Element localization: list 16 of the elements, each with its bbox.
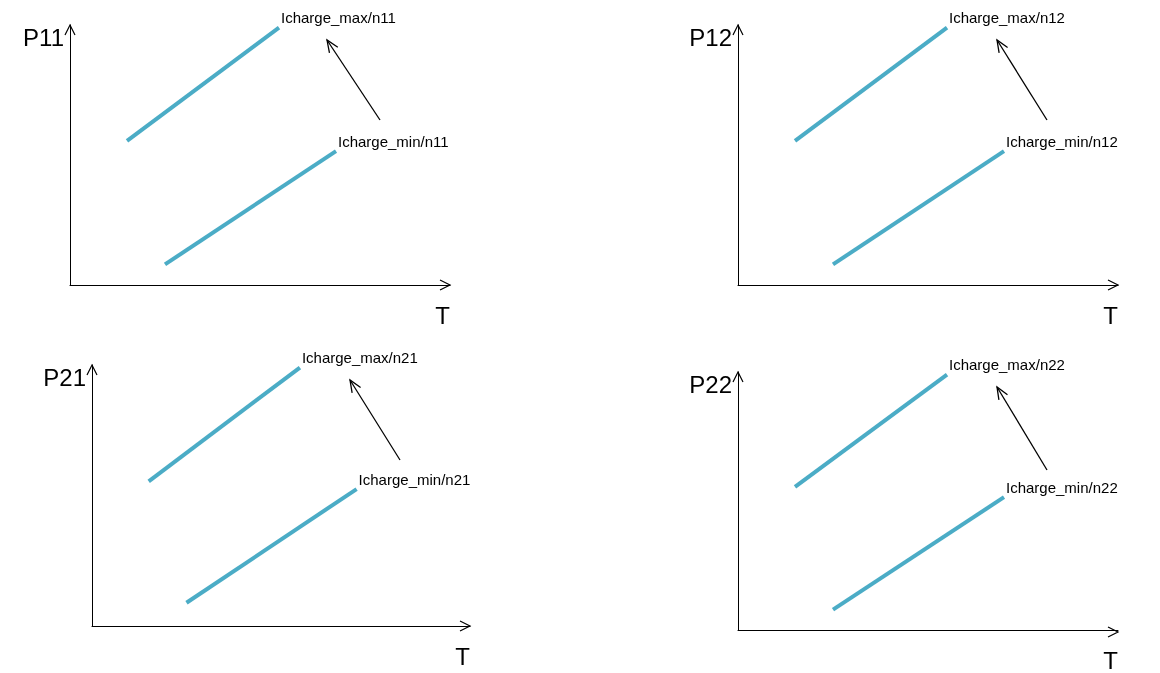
x-axis-title: T — [435, 301, 451, 329]
series-label: Icharge_max/n22 — [949, 356, 1065, 374]
y-axis-title: P22 — [689, 370, 732, 398]
x-axis-title: T — [1103, 646, 1119, 673]
x-axis-title: T — [1103, 301, 1119, 329]
y-axis-title: P11 — [23, 23, 64, 51]
x-axis-title: T — [455, 642, 471, 670]
series-label: Icharge_max/n11 — [281, 9, 396, 27]
series-label: Icharge_max/n21 — [301, 349, 418, 367]
series-label: Icharge_max/n12 — [949, 9, 1065, 27]
series-label: Icharge_min/n11 — [338, 132, 449, 150]
y-axis-title: P12 — [689, 23, 732, 51]
y-axis-title: P21 — [43, 363, 86, 391]
series-label: Icharge_min/n21 — [358, 470, 471, 488]
series-label: Icharge_min/n12 — [1006, 132, 1118, 150]
series-label: Icharge_min/n22 — [1006, 478, 1118, 496]
